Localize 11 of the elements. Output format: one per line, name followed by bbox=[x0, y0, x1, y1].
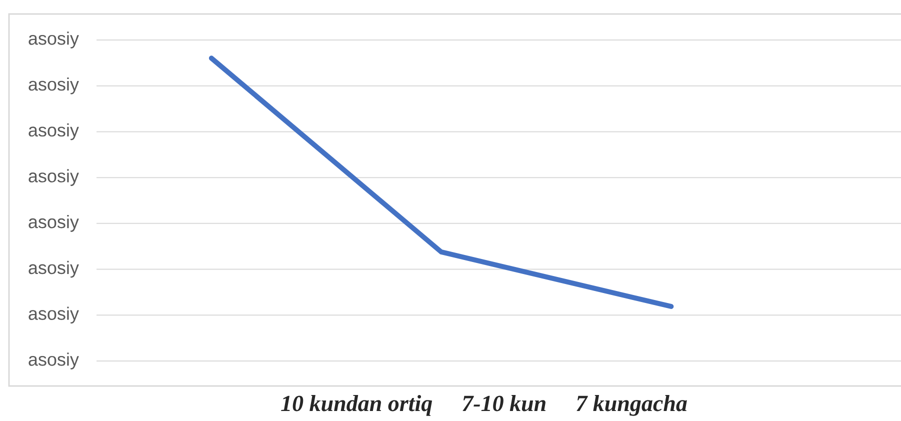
text: 7-10 kun bbox=[462, 395, 546, 412]
category-label: asosiy bbox=[28, 260, 79, 278]
category-label: asosiy bbox=[28, 123, 79, 140]
category-label: asosiy bbox=[28, 77, 79, 94]
category-label: asosiy bbox=[28, 215, 79, 232]
text: 7 kungacha bbox=[576, 395, 687, 416]
category-label: asosiy bbox=[28, 169, 79, 186]
category-label: asosiy bbox=[28, 32, 79, 48]
text: 10 kundan ortiq bbox=[281, 395, 432, 416]
category-label: asosiy bbox=[28, 352, 79, 370]
category-label: asosiy bbox=[28, 306, 79, 324]
